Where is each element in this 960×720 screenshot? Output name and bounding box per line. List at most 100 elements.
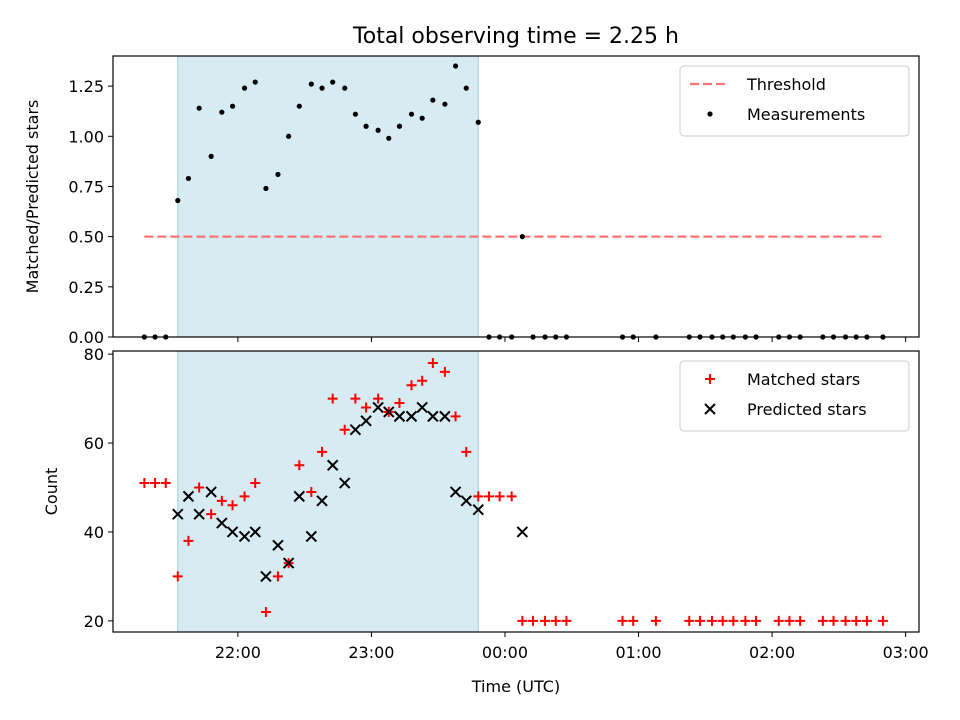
data-point — [208, 153, 214, 159]
data-point — [172, 508, 184, 520]
data-point — [550, 615, 561, 626]
legend-label: Threshold — [746, 75, 826, 94]
data-point — [472, 504, 484, 516]
data-point — [828, 615, 839, 626]
data-point — [460, 495, 472, 507]
data-point — [517, 615, 528, 626]
data-point — [160, 478, 171, 489]
data-point — [386, 135, 392, 141]
data-point — [260, 606, 271, 617]
data-point — [406, 380, 417, 391]
data-point — [196, 105, 202, 111]
data-point — [795, 615, 806, 626]
data-point — [394, 398, 405, 409]
y-tick-label: 20 — [84, 612, 104, 631]
data-point — [172, 571, 183, 582]
data-point — [286, 133, 292, 139]
data-point — [408, 111, 415, 117]
y-tick-label: 40 — [84, 523, 104, 542]
data-point — [308, 81, 314, 87]
data-point — [628, 615, 639, 626]
axes-frame — [112, 55, 920, 338]
y-tick-label: 0.00 — [68, 328, 104, 347]
data-point — [694, 615, 705, 626]
data-point — [226, 526, 239, 538]
data-point — [317, 446, 328, 457]
data-point — [219, 109, 225, 115]
y-tick-label: 80 — [84, 345, 104, 364]
data-point — [784, 615, 795, 626]
x-tick-label: 23:00 — [348, 643, 394, 662]
data-point — [861, 615, 872, 626]
legend-label: Measurements — [747, 105, 865, 124]
data-point — [439, 366, 450, 377]
data-point — [272, 571, 283, 582]
data-point — [339, 424, 350, 435]
legend: Threshold Measurements — [679, 65, 910, 137]
data-point — [427, 358, 438, 369]
data-point — [175, 197, 181, 204]
data-point — [182, 490, 195, 503]
data-point — [617, 615, 628, 626]
data-point — [728, 615, 739, 626]
data-point — [717, 615, 728, 626]
top-panel: 0.00 0.25 0.50 0.75 1.00 1.25 Matched/Predicte… — [23, 55, 920, 347]
data-point — [193, 508, 205, 520]
data-point — [350, 393, 361, 404]
y-tick-label: 1.25 — [68, 77, 104, 96]
legend-marker — [705, 374, 715, 384]
data-point — [528, 615, 539, 626]
y-axis-label: Count — [42, 468, 61, 516]
x-tick-label: 02:00 — [749, 643, 795, 662]
data-point — [250, 478, 261, 489]
x-tick-label: 03:00 — [883, 643, 929, 662]
data-point — [294, 460, 305, 471]
data-point — [452, 63, 459, 69]
y-tick-label: 1.00 — [68, 127, 104, 146]
data-point — [349, 423, 362, 436]
data-point — [427, 410, 439, 423]
data-point — [851, 615, 862, 626]
data-point — [327, 393, 338, 404]
data-point — [216, 495, 227, 506]
figure-title: Total observing time = 2.25 h — [352, 24, 679, 49]
x-tick-label: 22:00 — [215, 643, 261, 662]
data-point — [263, 185, 269, 192]
y-tick-label: 0.25 — [68, 278, 104, 297]
data-point — [650, 615, 661, 626]
observing-span — [177, 350, 479, 633]
data-point — [339, 477, 351, 489]
data-point — [194, 482, 205, 493]
data-point — [483, 491, 494, 502]
data-point — [506, 491, 517, 502]
x-tick-label: 01:00 — [615, 643, 661, 662]
legend-box — [679, 65, 910, 137]
data-point — [249, 526, 261, 538]
data-point — [216, 517, 228, 529]
data-point — [405, 410, 418, 423]
series-1 — [141, 63, 886, 340]
data-point — [305, 530, 318, 543]
data-point — [751, 615, 762, 626]
data-point — [439, 410, 451, 423]
data-point — [306, 486, 317, 497]
data-point — [430, 97, 436, 103]
data-point — [296, 103, 302, 109]
data-point — [260, 570, 272, 583]
legend-label: Predicted stars — [747, 400, 867, 419]
data-point — [316, 495, 328, 507]
data-point — [773, 615, 784, 626]
data-point — [239, 491, 250, 502]
data-point — [516, 526, 529, 538]
data-point — [185, 175, 192, 182]
data-point — [877, 615, 888, 626]
data-point — [342, 85, 348, 91]
y-tick-label: 0.75 — [68, 177, 104, 196]
x-tick-label: 00:00 — [482, 643, 528, 662]
data-point — [241, 85, 248, 91]
data-point — [475, 119, 481, 125]
data-point — [442, 101, 448, 107]
data-point — [139, 478, 150, 489]
x-axis-label: Time (UTC) — [471, 677, 560, 696]
